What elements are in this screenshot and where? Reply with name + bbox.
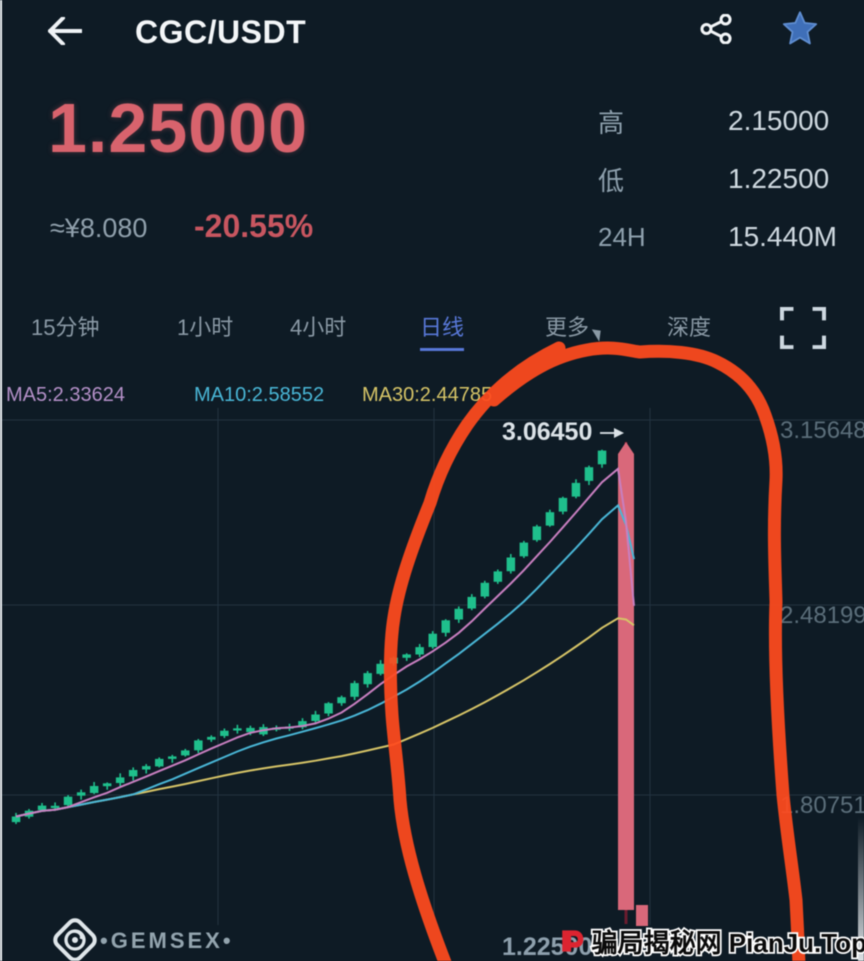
svg-text:2.48199: 2.48199: [780, 602, 864, 629]
svg-text:•GEMSEX•: •GEMSEX•: [100, 928, 234, 953]
svg-text:3.06450: 3.06450: [502, 418, 592, 446]
svg-text:3.15648: 3.15648: [780, 417, 864, 444]
svg-text:1.80751: 1.80751: [780, 792, 864, 819]
